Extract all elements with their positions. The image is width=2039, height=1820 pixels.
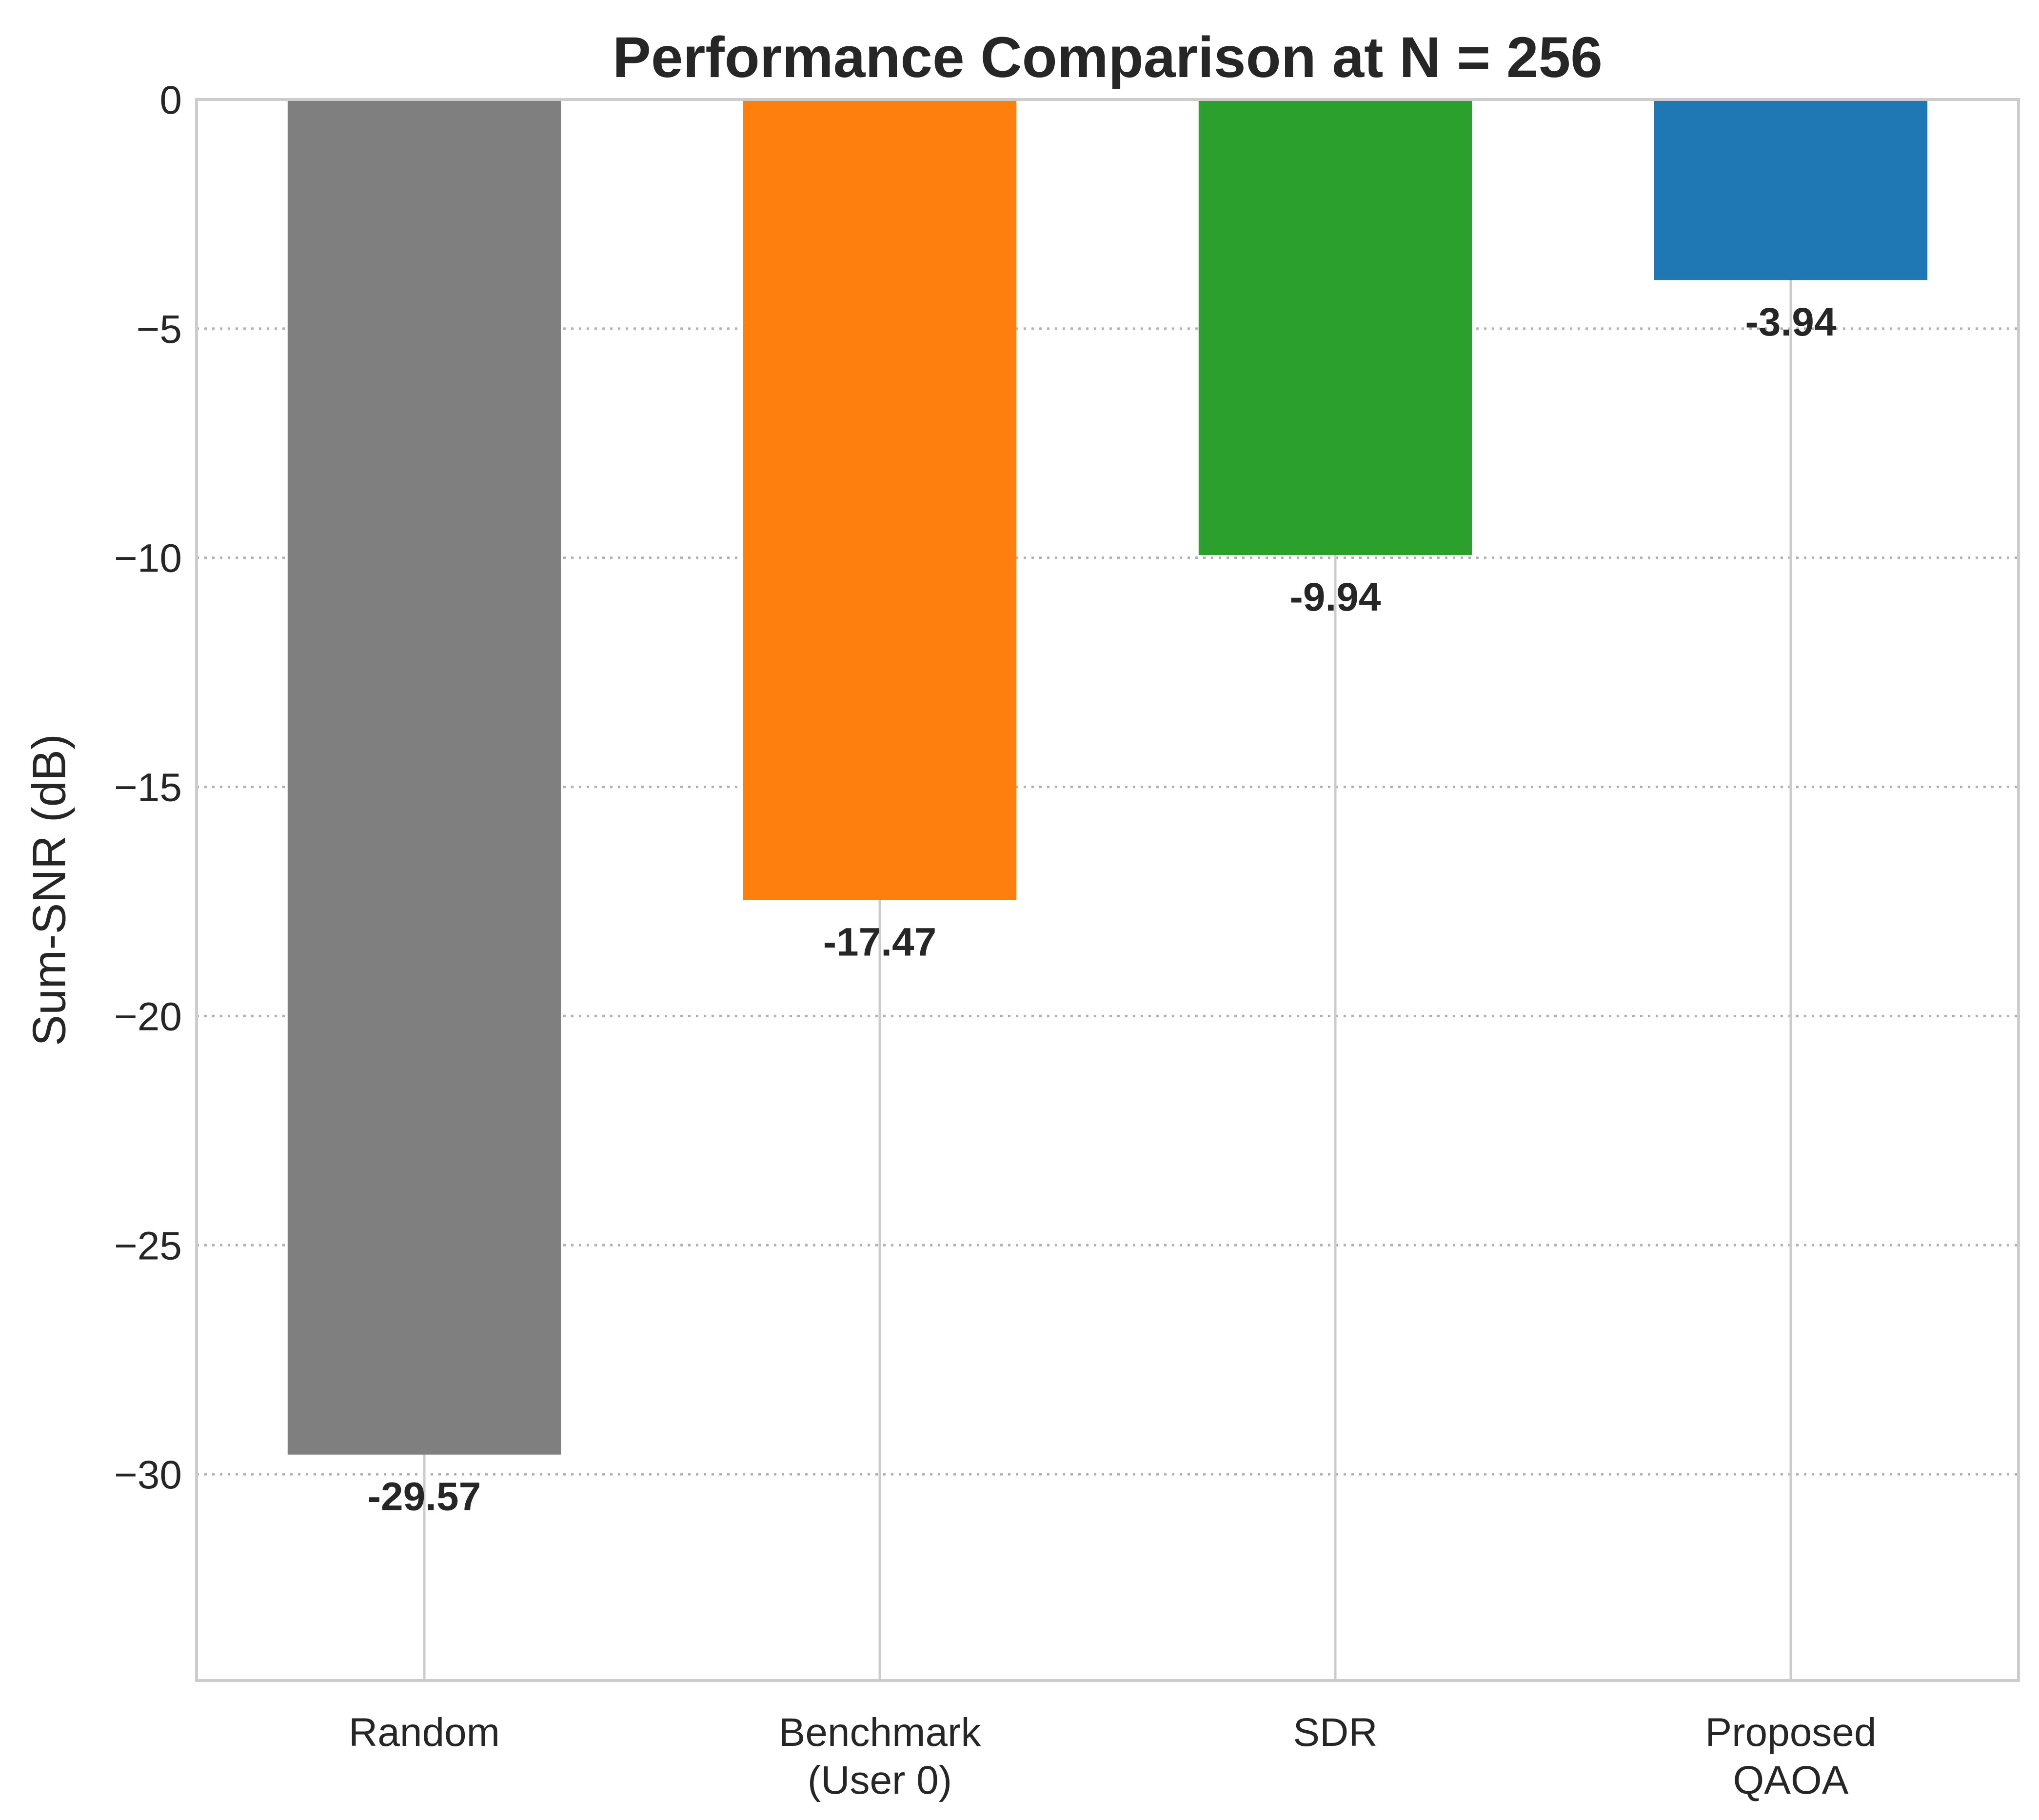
x-tick-label-line: QAOA: [1733, 1758, 1849, 1802]
bar: [1654, 99, 1928, 280]
y-tick-label: −10: [114, 536, 182, 581]
bar-value-label: -3.94: [1745, 300, 1837, 344]
y-axis-label: Sum-SNR (dB): [23, 734, 75, 1046]
bar: [287, 99, 561, 1455]
bar-value-label: -9.94: [1290, 575, 1381, 619]
x-tick-label-line: (User 0): [808, 1758, 952, 1802]
chart-title: Performance Comparison at N = 256: [613, 25, 1603, 90]
x-tick-labels: Random Benchmark (User 0) SDR Proposed QAOA: [349, 1710, 1876, 1802]
x-tick-label: Random: [349, 1710, 500, 1755]
bar-value-label: -29.57: [368, 1475, 481, 1519]
y-tick-label: −30: [114, 1453, 182, 1497]
y-tick-label: −15: [114, 766, 182, 810]
x-tick-label-line: Proposed: [1705, 1710, 1876, 1755]
x-tick-label-line: Random: [349, 1710, 500, 1755]
y-tick-label: 0: [159, 78, 182, 122]
x-tick-label-line: SDR: [1293, 1710, 1377, 1755]
y-tick-label: −25: [114, 1224, 182, 1268]
bar: [1198, 99, 1472, 555]
bar: [743, 99, 1017, 900]
x-tick-label-line: Benchmark: [779, 1710, 982, 1755]
x-tick-label: Proposed QAOA: [1705, 1710, 1876, 1802]
data-labels: -29.57 -17.47 -9.94 -3.94: [368, 300, 1837, 1519]
bars-layer: [287, 99, 1928, 1455]
x-tick-label: SDR: [1293, 1710, 1377, 1755]
y-tick-label: −20: [114, 994, 182, 1039]
x-tick-label: Benchmark (User 0): [779, 1710, 982, 1802]
plot-frame: [195, 98, 2020, 1682]
y-tick-labels: 0 −5 −10 −15 −20 −25 −30: [114, 78, 182, 1497]
bar-value-label: -17.47: [823, 920, 937, 965]
y-tick-label: −5: [137, 307, 182, 352]
